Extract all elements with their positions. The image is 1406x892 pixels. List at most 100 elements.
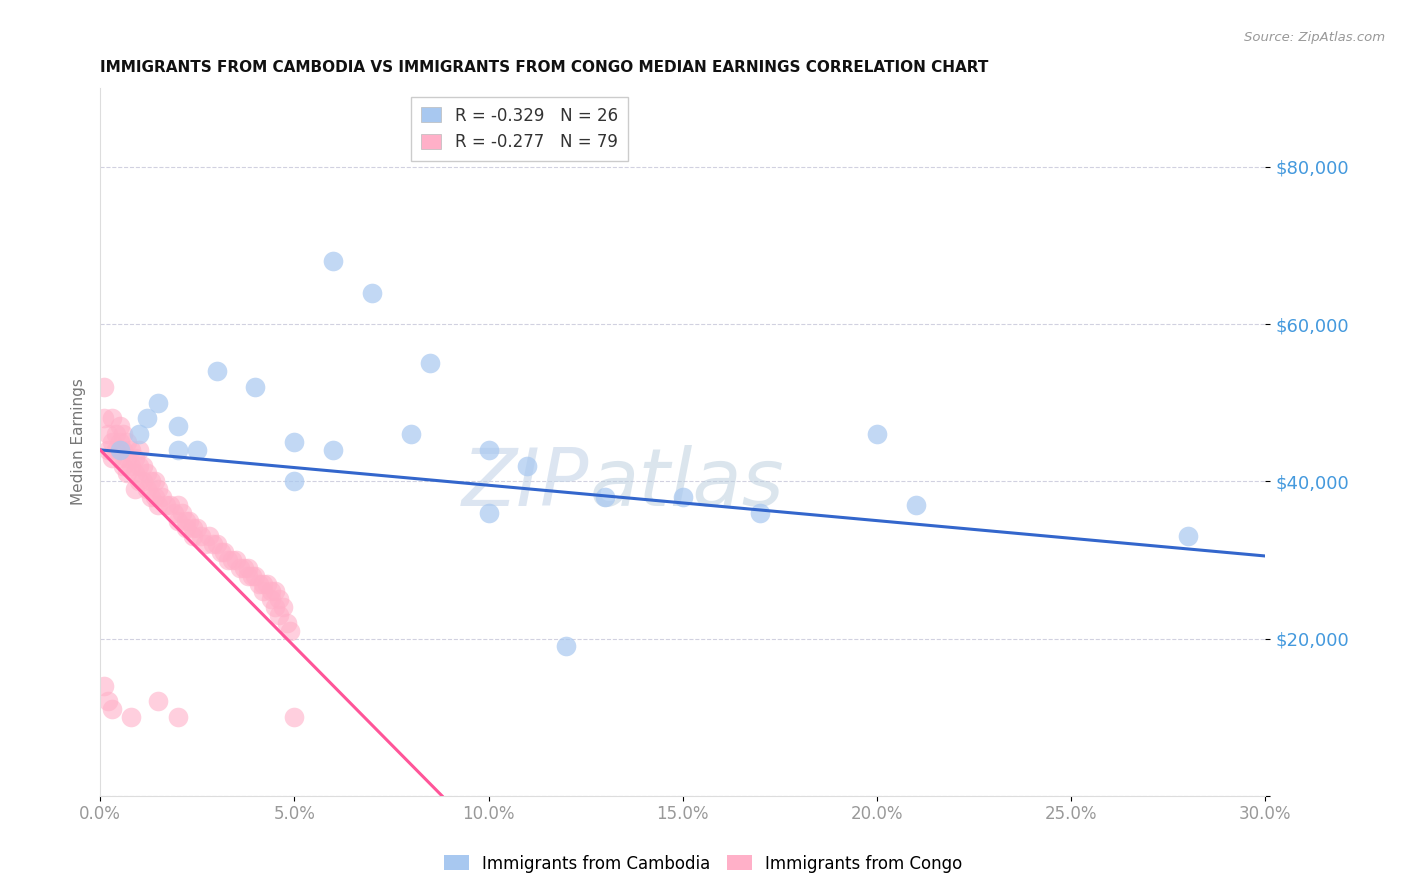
Point: [198, 529, 221, 543]
Point: [283, 710, 305, 724]
Point: [108, 419, 131, 434]
Point: [232, 561, 254, 575]
Point: [104, 427, 127, 442]
Point: [148, 395, 170, 409]
Point: [201, 537, 224, 551]
Point: [252, 584, 274, 599]
Point: [104, 442, 127, 457]
Point: [128, 442, 150, 457]
Point: [271, 600, 294, 615]
Point: [124, 467, 146, 481]
Point: [97, 427, 120, 442]
Point: [93, 411, 115, 425]
Point: [264, 584, 287, 599]
Point: [166, 498, 188, 512]
Point: [240, 568, 263, 582]
Point: [247, 576, 270, 591]
Point: [150, 490, 173, 504]
Point: [267, 607, 290, 622]
Point: [904, 498, 927, 512]
Point: [276, 615, 298, 630]
Point: [166, 514, 188, 528]
Point: [117, 435, 139, 450]
Legend: R = -0.329   N = 26, R = -0.277   N = 79: R = -0.329 N = 26, R = -0.277 N = 79: [412, 96, 628, 161]
Point: [260, 592, 283, 607]
Point: [260, 584, 283, 599]
Point: [205, 364, 228, 378]
Point: [174, 521, 197, 535]
Point: [194, 537, 217, 551]
Point: [749, 506, 772, 520]
Point: [183, 529, 205, 543]
Point: [209, 545, 232, 559]
Point: [128, 427, 150, 442]
Point: [283, 475, 305, 489]
Point: [217, 553, 239, 567]
Point: [112, 458, 135, 473]
Point: [117, 467, 139, 481]
Point: [120, 458, 142, 473]
Point: [101, 450, 124, 465]
Point: [205, 537, 228, 551]
Point: [170, 506, 193, 520]
Text: IMMIGRANTS FROM CAMBODIA VS IMMIGRANTS FROM CONGO MEDIAN EARNINGS CORRELATION CH: IMMIGRANTS FROM CAMBODIA VS IMMIGRANTS F…: [100, 60, 988, 75]
Point: [361, 285, 384, 300]
Point: [148, 498, 170, 512]
Point: [132, 475, 155, 489]
Point: [148, 694, 170, 708]
Point: [120, 710, 142, 724]
Point: [593, 490, 616, 504]
Point: [93, 679, 115, 693]
Point: [236, 561, 259, 575]
Point: [214, 545, 236, 559]
Point: [101, 435, 124, 450]
Point: [97, 694, 120, 708]
Point: [186, 442, 208, 457]
Text: ZIP: ZIP: [463, 445, 589, 524]
Point: [148, 482, 170, 496]
Point: [672, 490, 695, 504]
Point: [112, 427, 135, 442]
Legend: Immigrants from Cambodia, Immigrants from Congo: Immigrants from Cambodia, Immigrants fro…: [437, 848, 969, 880]
Point: [135, 482, 157, 496]
Point: [97, 442, 120, 457]
Point: [120, 442, 142, 457]
Point: [112, 442, 135, 457]
Point: [245, 568, 267, 582]
Text: atlas: atlas: [589, 445, 785, 524]
Point: [135, 411, 157, 425]
Point: [132, 458, 155, 473]
Point: [124, 450, 146, 465]
Point: [139, 475, 162, 489]
Point: [516, 458, 538, 473]
Point: [280, 624, 302, 638]
Point: [477, 442, 499, 457]
Point: [264, 600, 287, 615]
Point: [1177, 529, 1199, 543]
Point: [143, 490, 166, 504]
Point: [229, 561, 252, 575]
Point: [93, 380, 115, 394]
Point: [159, 498, 181, 512]
Point: [108, 450, 131, 465]
Y-axis label: Median Earnings: Median Earnings: [72, 378, 86, 506]
Point: [555, 640, 578, 654]
Point: [322, 442, 344, 457]
Point: [139, 490, 162, 504]
Point: [179, 514, 201, 528]
Point: [128, 458, 150, 473]
Point: [419, 356, 441, 370]
Point: [225, 553, 247, 567]
Point: [143, 475, 166, 489]
Point: [108, 435, 131, 450]
Point: [101, 702, 124, 716]
Point: [124, 482, 146, 496]
Point: [477, 506, 499, 520]
Point: [174, 514, 197, 528]
Point: [190, 529, 212, 543]
Point: [399, 427, 422, 442]
Point: [236, 568, 259, 582]
Point: [166, 419, 188, 434]
Point: [186, 521, 208, 535]
Point: [252, 576, 274, 591]
